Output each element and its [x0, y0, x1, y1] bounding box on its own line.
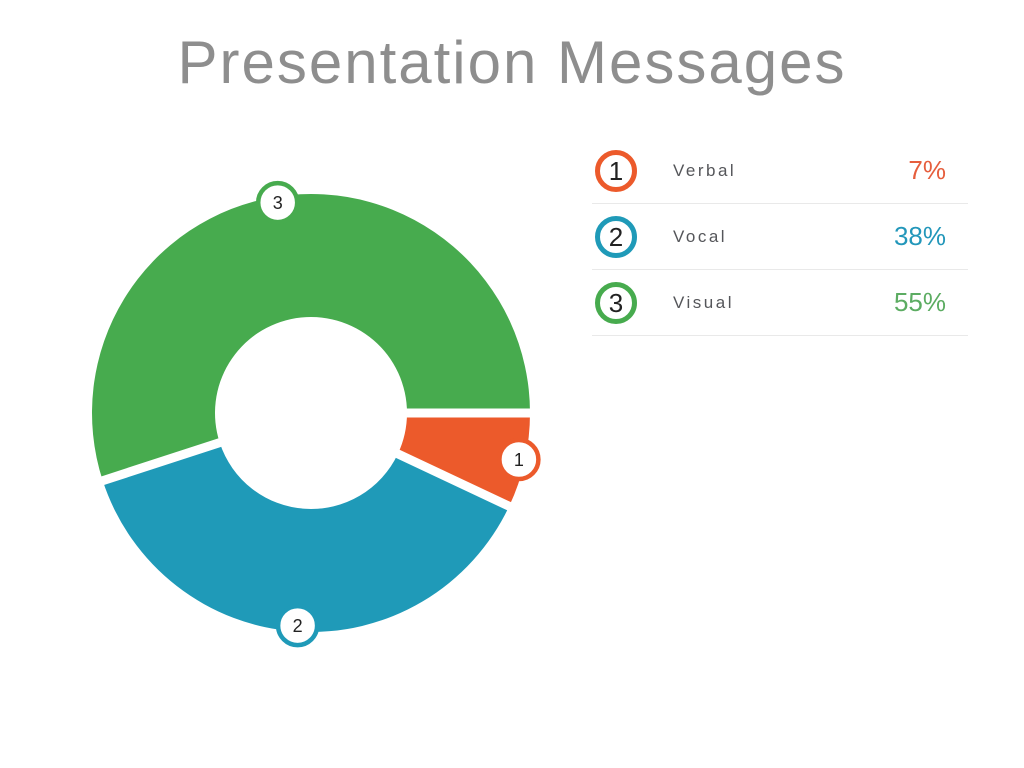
legend: 1 Verbal 7% 2 Vocal 38% 3 Visual 55% [592, 138, 968, 336]
donut-slice-vocal [102, 442, 510, 633]
legend-percent: 38% [893, 221, 946, 251]
legend-number-ring: 1 [595, 149, 637, 192]
legend-number: 2 [608, 221, 624, 252]
chart-title: Presentation Messages [177, 29, 847, 96]
slice-marker-1: 1 [497, 437, 541, 482]
legend-number-ring: 2 [595, 215, 637, 258]
legend-item-vocal: 2 Vocal 38% [592, 204, 968, 270]
slice-marker-2: 2 [275, 603, 320, 648]
slice-marker-ring [255, 180, 300, 225]
legend-number: 3 [608, 287, 624, 318]
legend-label: Visual [673, 292, 734, 312]
donut-slice-verbal [397, 413, 531, 507]
legend-label: Verbal [673, 160, 737, 180]
legend-percent: 55% [893, 287, 946, 317]
legend-item-verbal: 1 Verbal 7% [592, 138, 968, 204]
legend-item-visual: 3 Visual 55% [592, 270, 968, 336]
slice-marker-number: 3 [273, 193, 283, 213]
slice-marker-ring [497, 437, 541, 482]
legend-label: Vocal [673, 226, 728, 246]
slice-marker-3: 3 [255, 180, 300, 225]
slice-marker-number: 2 [293, 616, 303, 636]
slice-gap [363, 434, 516, 513]
slice-marker-ring [275, 603, 320, 648]
legend-number-ring: 3 [595, 281, 637, 324]
legend-number: 1 [608, 155, 624, 186]
slice-gap [96, 427, 256, 487]
slice-marker-number: 1 [514, 450, 524, 470]
legend-percent: 7% [908, 155, 946, 185]
